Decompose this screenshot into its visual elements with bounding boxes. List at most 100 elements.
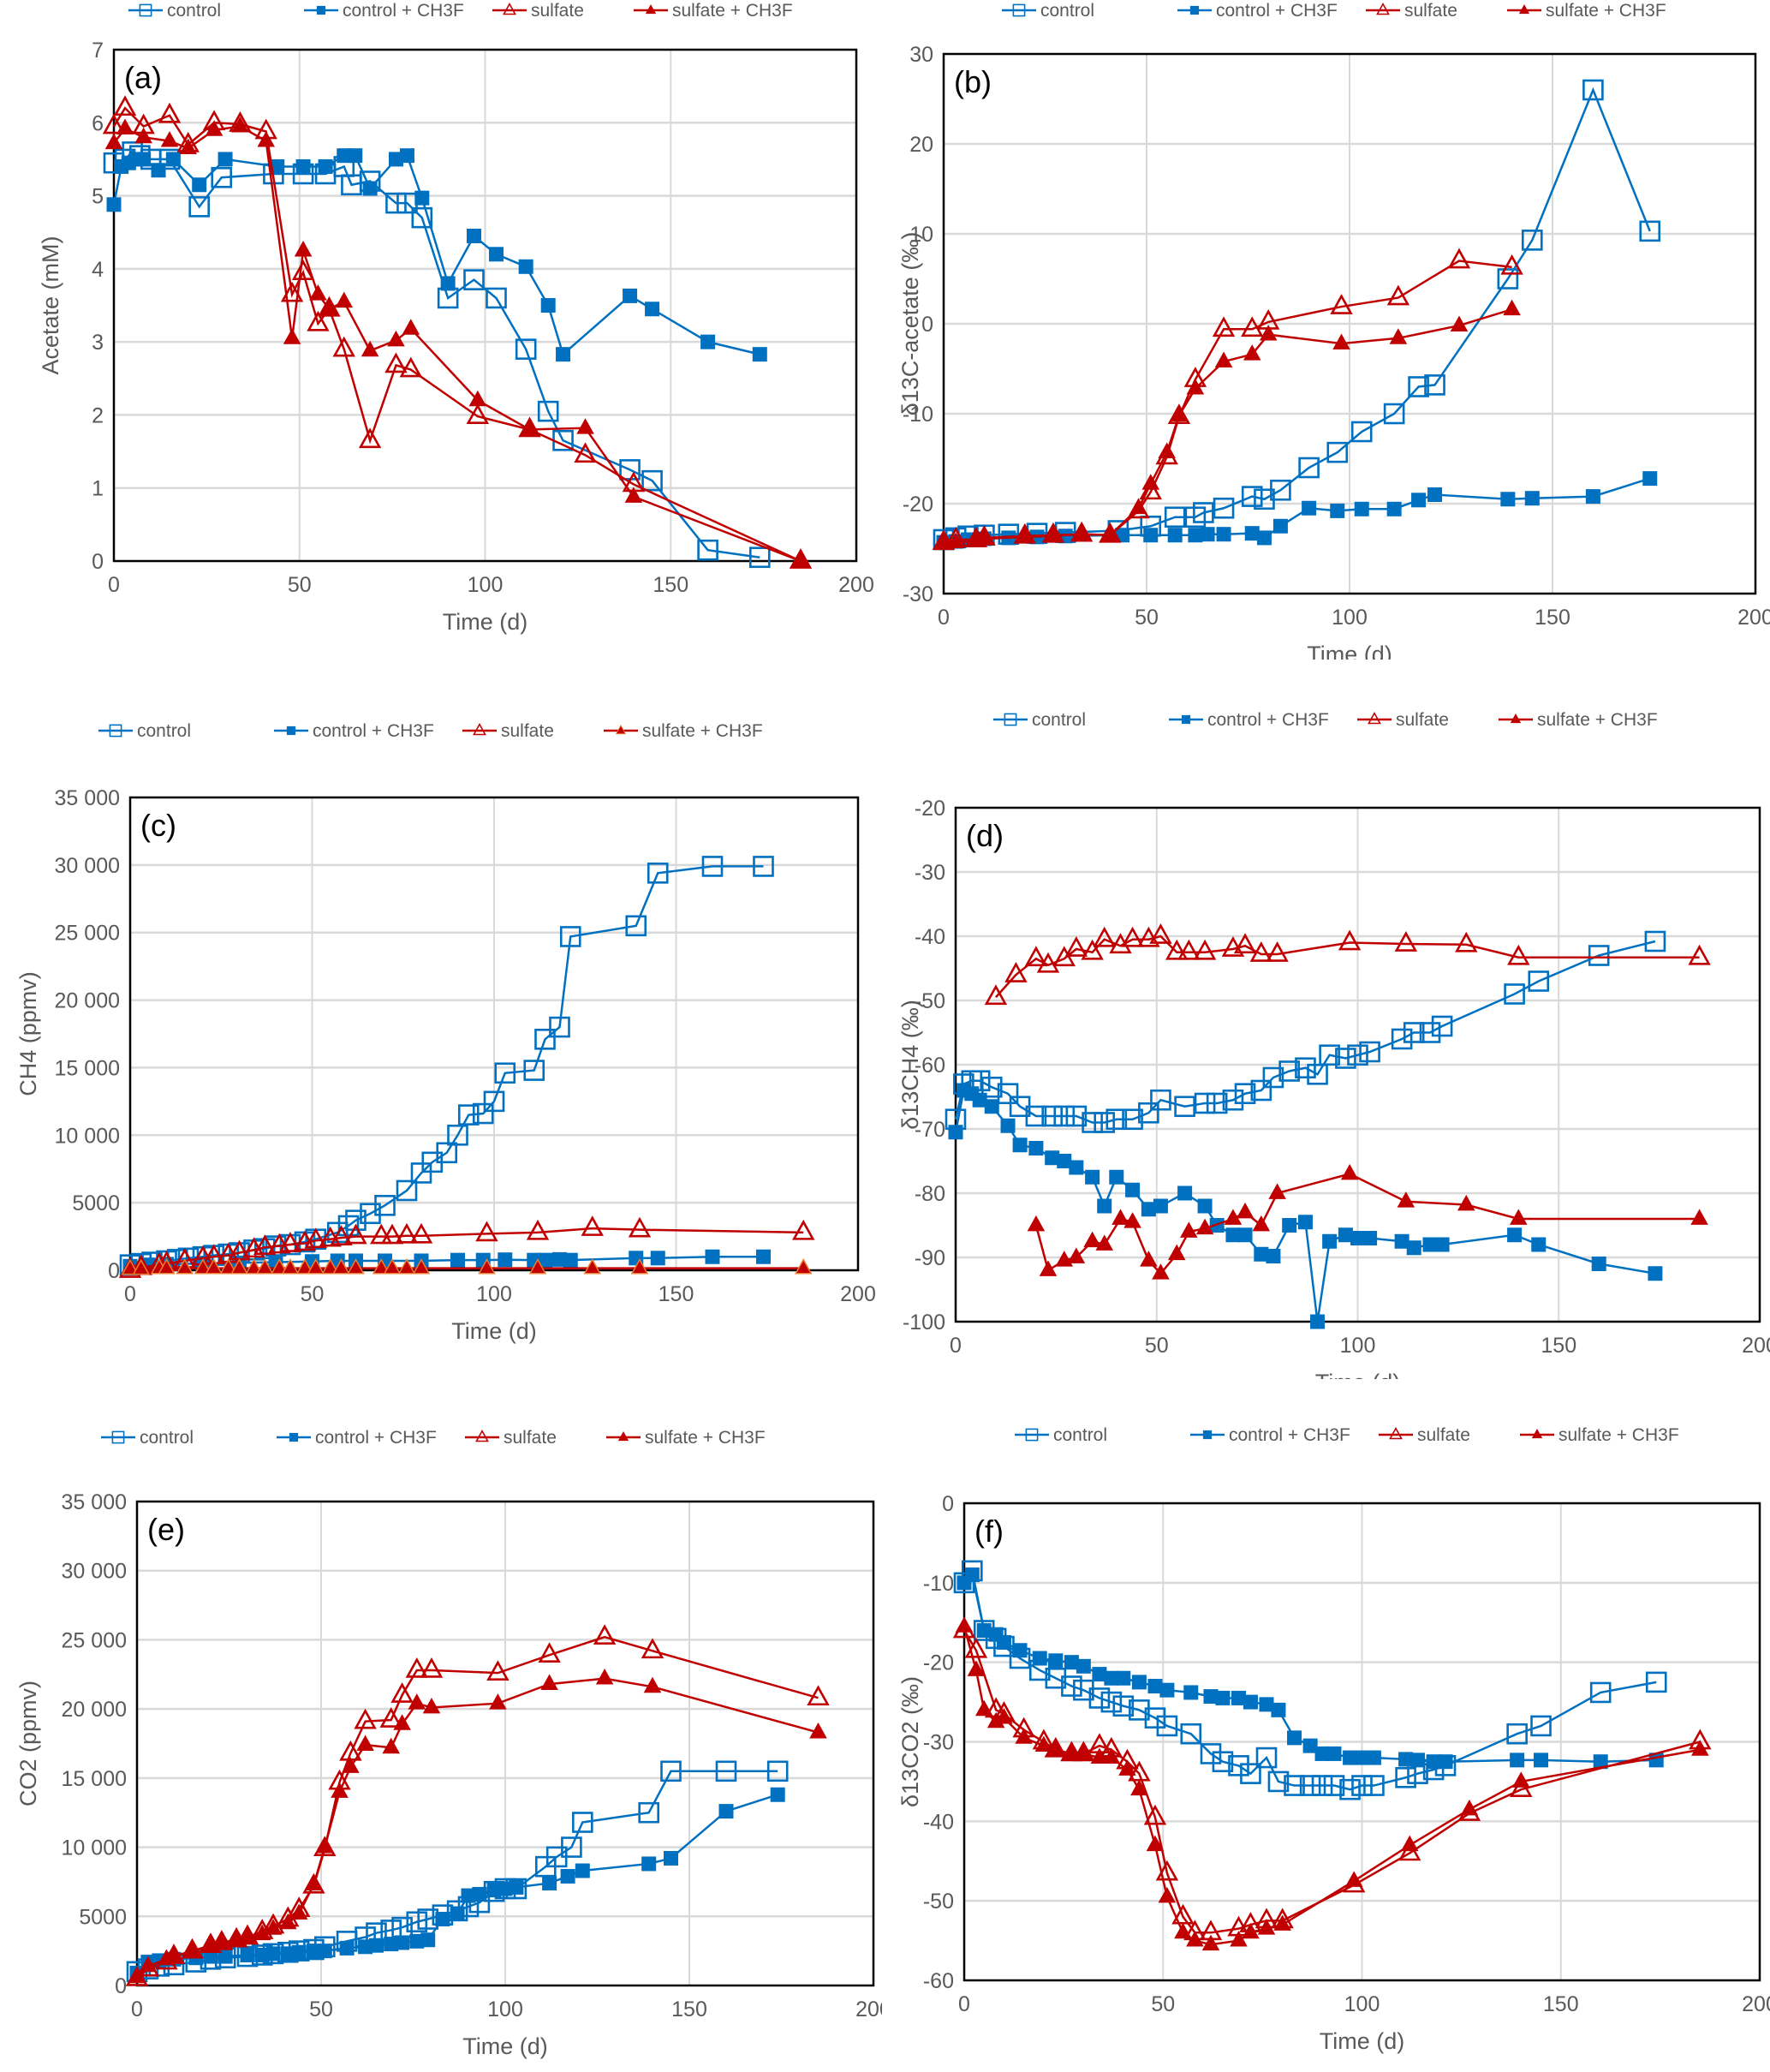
legend-marker — [1202, 1430, 1213, 1440]
y-tick-label: -30 — [915, 861, 945, 885]
data-point — [278, 1232, 302, 1252]
data-point — [337, 1215, 360, 1237]
data-point — [218, 152, 233, 167]
y-tick-label: 0 — [108, 1259, 120, 1283]
data-point — [253, 1234, 277, 1256]
data-point — [1076, 1658, 1091, 1674]
legend-item: control + CH3F — [1177, 1, 1338, 21]
legend-label: sulfate + CH3F — [1558, 1425, 1679, 1445]
x-tick-label: 0 — [958, 1992, 970, 2016]
legend-item: control — [993, 710, 1086, 730]
chart-f: control control + CH3F sulfate sulfate + CH… — [897, 1425, 1770, 2054]
data-point — [1044, 526, 1063, 542]
y-tick-label: -60 — [923, 1969, 954, 1993]
y-tick-label: 6 — [92, 111, 104, 135]
legend: control control + CH3F sulfate sulfate + CH… — [1002, 1, 1666, 21]
panel-label: (c) — [140, 808, 176, 843]
data-point — [412, 1258, 431, 1275]
x-tick-label: 200 — [840, 1282, 876, 1306]
data-point — [475, 1221, 498, 1242]
data-point — [1438, 1754, 1453, 1770]
data-point — [307, 310, 330, 331]
data-point — [1534, 1753, 1549, 1768]
data-point — [1118, 1759, 1136, 1776]
y-axis-title: δ13CO2 (‰) — [897, 1676, 923, 1807]
data-point — [318, 158, 333, 174]
data-point — [1332, 333, 1350, 350]
series-sulfate-ch3f — [934, 299, 1521, 551]
y-tick-label: 30 000 — [62, 1560, 127, 1584]
data-point — [1585, 489, 1600, 505]
plot-frame — [942, 52, 1757, 595]
data-point — [1156, 1715, 1178, 1737]
data-point — [1213, 497, 1235, 519]
data-point — [537, 400, 559, 422]
data-point — [468, 390, 487, 407]
panel-label: (e) — [147, 1512, 185, 1547]
data-point — [361, 340, 379, 357]
plot-frame — [962, 1502, 1761, 1982]
data-point — [121, 1258, 140, 1275]
data-point — [440, 276, 456, 291]
data-point — [1121, 926, 1144, 947]
y-tick-label: 35 000 — [55, 786, 120, 810]
data-point — [291, 260, 315, 280]
data-point — [1165, 939, 1189, 960]
x-tick-label: 50 — [309, 1997, 333, 2021]
data-point — [1112, 1695, 1135, 1717]
data-point — [1032, 1651, 1047, 1666]
data-point — [1500, 492, 1516, 507]
data-point — [1450, 315, 1469, 332]
data-point — [1193, 502, 1214, 523]
data-point — [1025, 1105, 1047, 1127]
data-point — [1282, 1218, 1297, 1233]
grid — [944, 54, 1755, 594]
data-point — [1093, 926, 1116, 947]
y-tick-label: -60 — [915, 1054, 945, 1078]
data-point — [463, 269, 485, 290]
data-point — [1250, 1079, 1272, 1102]
data-point — [1097, 1198, 1112, 1214]
data-point — [1344, 1871, 1363, 1887]
data-point — [1266, 941, 1289, 962]
data-point — [995, 1708, 1013, 1724]
legend-marker-shape — [1510, 714, 1522, 724]
data-point — [1347, 1044, 1368, 1066]
data-point — [356, 1735, 374, 1752]
data-point — [486, 287, 507, 309]
data-point — [1200, 1743, 1222, 1764]
data-point — [542, 1876, 557, 1891]
data-point — [1234, 1083, 1256, 1105]
legend-label: control — [1053, 1425, 1107, 1445]
data-point — [1197, 1198, 1213, 1214]
y-tick-label: 20 — [909, 133, 933, 157]
data-point — [1241, 316, 1264, 337]
data-point — [1027, 1215, 1046, 1232]
data-point — [280, 281, 304, 302]
tick-labels: 0 50 100 150 200 0 5000 10 000 15 000 20 000 25 00… — [62, 1490, 882, 2021]
series-line — [962, 1629, 1701, 1934]
data-point — [1036, 952, 1060, 973]
data-point — [1083, 1231, 1101, 1248]
legend-item: control — [1002, 1, 1094, 21]
series-sulfate-ch3f — [1027, 1163, 1708, 1280]
data-point — [576, 418, 594, 434]
plot-frame — [128, 796, 860, 1272]
panel-label: (a) — [124, 60, 162, 95]
data-point — [1363, 1775, 1385, 1796]
data-point — [1155, 1860, 1179, 1881]
data-point — [766, 1760, 789, 1782]
data-point — [387, 330, 405, 347]
legend-marker — [1518, 4, 1530, 15]
data-point — [420, 1932, 436, 1948]
data-point — [498, 1252, 513, 1268]
data-point — [1140, 1251, 1158, 1267]
y-tick-label: -30 — [923, 1731, 954, 1755]
data-point — [1268, 1183, 1286, 1199]
data-point — [1510, 1209, 1528, 1225]
data-point — [1174, 1096, 1195, 1118]
data-point — [664, 1850, 678, 1866]
legend-marker-shape — [503, 3, 516, 15]
legend-marker — [1389, 1427, 1403, 1440]
legend-label: control + CH3F — [315, 1428, 437, 1448]
